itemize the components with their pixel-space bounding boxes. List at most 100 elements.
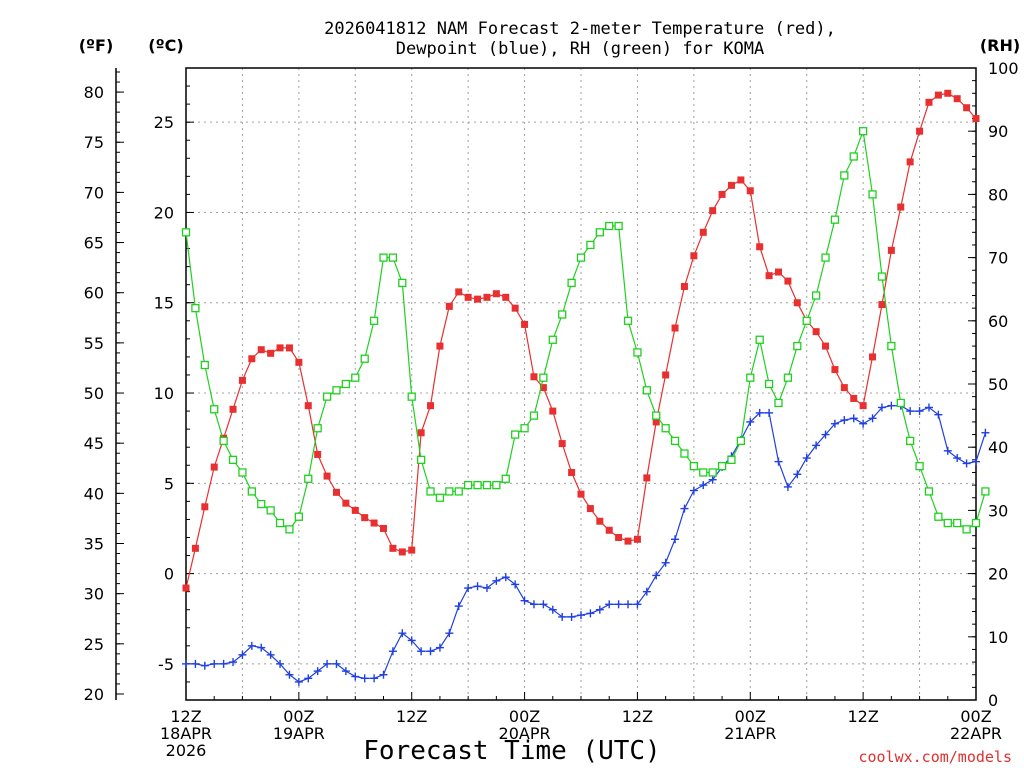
- celsius-tick-label: 0: [164, 565, 174, 584]
- rh-point: [473, 480, 482, 490]
- temperature-point: [718, 190, 726, 198]
- dewpoint-point: [746, 417, 755, 426]
- fahrenheit-tick-label: 25: [84, 635, 104, 654]
- rh-point: [877, 272, 887, 281]
- dewpoint-point: [567, 612, 576, 621]
- temperature-point: [436, 342, 444, 350]
- dewpoint-point: [614, 600, 623, 609]
- x-tick-label: 22APR: [950, 724, 1002, 743]
- rh-tick-label: 90: [988, 122, 1008, 141]
- temperature-point: [408, 546, 416, 554]
- dewpoint-point: [276, 659, 285, 668]
- rh-point: [539, 373, 548, 382]
- temperature-point: [332, 488, 340, 496]
- dewpoint-point: [388, 647, 397, 656]
- dewpoint-point: [511, 580, 520, 589]
- fahrenheit-unit-label: (ºF): [79, 36, 114, 55]
- temperature-point: [558, 440, 566, 448]
- rh-point: [689, 462, 699, 471]
- temperature-point: [859, 402, 867, 410]
- rh-point: [313, 424, 322, 433]
- rh-point: [435, 493, 445, 502]
- dewpoint-point: [219, 659, 228, 668]
- temperature-point: [549, 407, 557, 415]
- dewpoint-point: [370, 674, 379, 683]
- rh-point: [858, 127, 868, 136]
- celsius-tick-label: 10: [154, 384, 174, 403]
- rh-point: [520, 424, 529, 433]
- rh-point: [652, 411, 661, 420]
- rh-point: [699, 468, 708, 477]
- dewpoint-point: [924, 403, 933, 412]
- temperature-point: [586, 505, 594, 513]
- temperature-point: [662, 371, 670, 379]
- dewpoint-point: [323, 659, 332, 668]
- dewpoint-point: [558, 612, 567, 621]
- dewpoint-point: [671, 535, 680, 544]
- rh-point: [294, 512, 304, 521]
- rh-point: [802, 316, 811, 325]
- dewpoint-point: [624, 600, 633, 609]
- rh-point: [388, 253, 398, 262]
- rh-point: [191, 304, 200, 313]
- rh-point: [614, 221, 623, 231]
- dewpoint-point: [793, 470, 802, 479]
- fahrenheit-tick-label: 50: [84, 384, 104, 403]
- rh-point: [717, 462, 727, 471]
- dewpoint-point: [689, 486, 698, 495]
- temperature-point: [521, 320, 529, 328]
- rh-point: [219, 436, 228, 446]
- rh-point: [887, 341, 896, 351]
- rh-point: [783, 373, 793, 382]
- rh-point: [379, 253, 388, 262]
- dewpoint-point: [548, 605, 557, 614]
- dewpoint-point: [812, 441, 821, 450]
- rh-point: [755, 335, 764, 344]
- x-tick-label: 12Z: [170, 707, 201, 726]
- chart-title: 2026041812 NAM Forecast 2-meter Temperat…: [324, 19, 836, 39]
- temperature-point: [812, 328, 820, 336]
- dewpoint-point: [755, 408, 764, 417]
- temperature-point: [906, 158, 914, 166]
- dewpoint-point: [210, 659, 219, 668]
- rh-point: [849, 152, 858, 161]
- rh-point: [228, 455, 238, 464]
- temperature-point: [257, 346, 265, 354]
- rh-point: [971, 518, 981, 528]
- temperature-point: [624, 537, 632, 545]
- rh-point: [247, 487, 256, 496]
- rh-point: [924, 487, 934, 496]
- temperature-point: [699, 228, 707, 236]
- dewpoint-point: [266, 650, 275, 659]
- fahrenheit-tick-label: 60: [84, 284, 104, 303]
- temperature-point: [351, 506, 359, 514]
- rh-point: [746, 373, 755, 382]
- temperature-point: [746, 187, 754, 195]
- dewpoint-point: [915, 407, 924, 416]
- temperature-point: [765, 272, 773, 280]
- dewpoint-point: [972, 457, 980, 466]
- temperature-point: [295, 358, 303, 366]
- temperature-point: [568, 468, 576, 476]
- temperature-point: [323, 472, 331, 480]
- dewpoint-point: [859, 419, 868, 428]
- dewpoint-point: [285, 670, 294, 679]
- dewpoint-point: [661, 558, 670, 567]
- dewpoint-point: [765, 408, 774, 417]
- fahrenheit-tick-label: 20: [84, 685, 104, 704]
- rh-tick-label: 30: [988, 501, 1008, 520]
- x-tick-label: 00Z: [509, 707, 540, 726]
- rh-unit-label: (RH): [980, 36, 1020, 55]
- temperature-point: [445, 302, 453, 310]
- dewpoint-point: [887, 401, 896, 410]
- celsius-unit-label: (ºC): [148, 36, 183, 55]
- temperature-point: [878, 301, 886, 309]
- fahrenheit-tick-label: 70: [84, 183, 104, 202]
- credit-link[interactable]: coolwx.com/models: [858, 748, 1012, 766]
- dewpoint-point: [642, 587, 651, 596]
- temperature-point: [727, 181, 735, 189]
- rh-point: [642, 386, 651, 395]
- temperature-point: [756, 243, 764, 251]
- dewpoint-point: [464, 584, 473, 593]
- dewpoint-point: [774, 457, 783, 466]
